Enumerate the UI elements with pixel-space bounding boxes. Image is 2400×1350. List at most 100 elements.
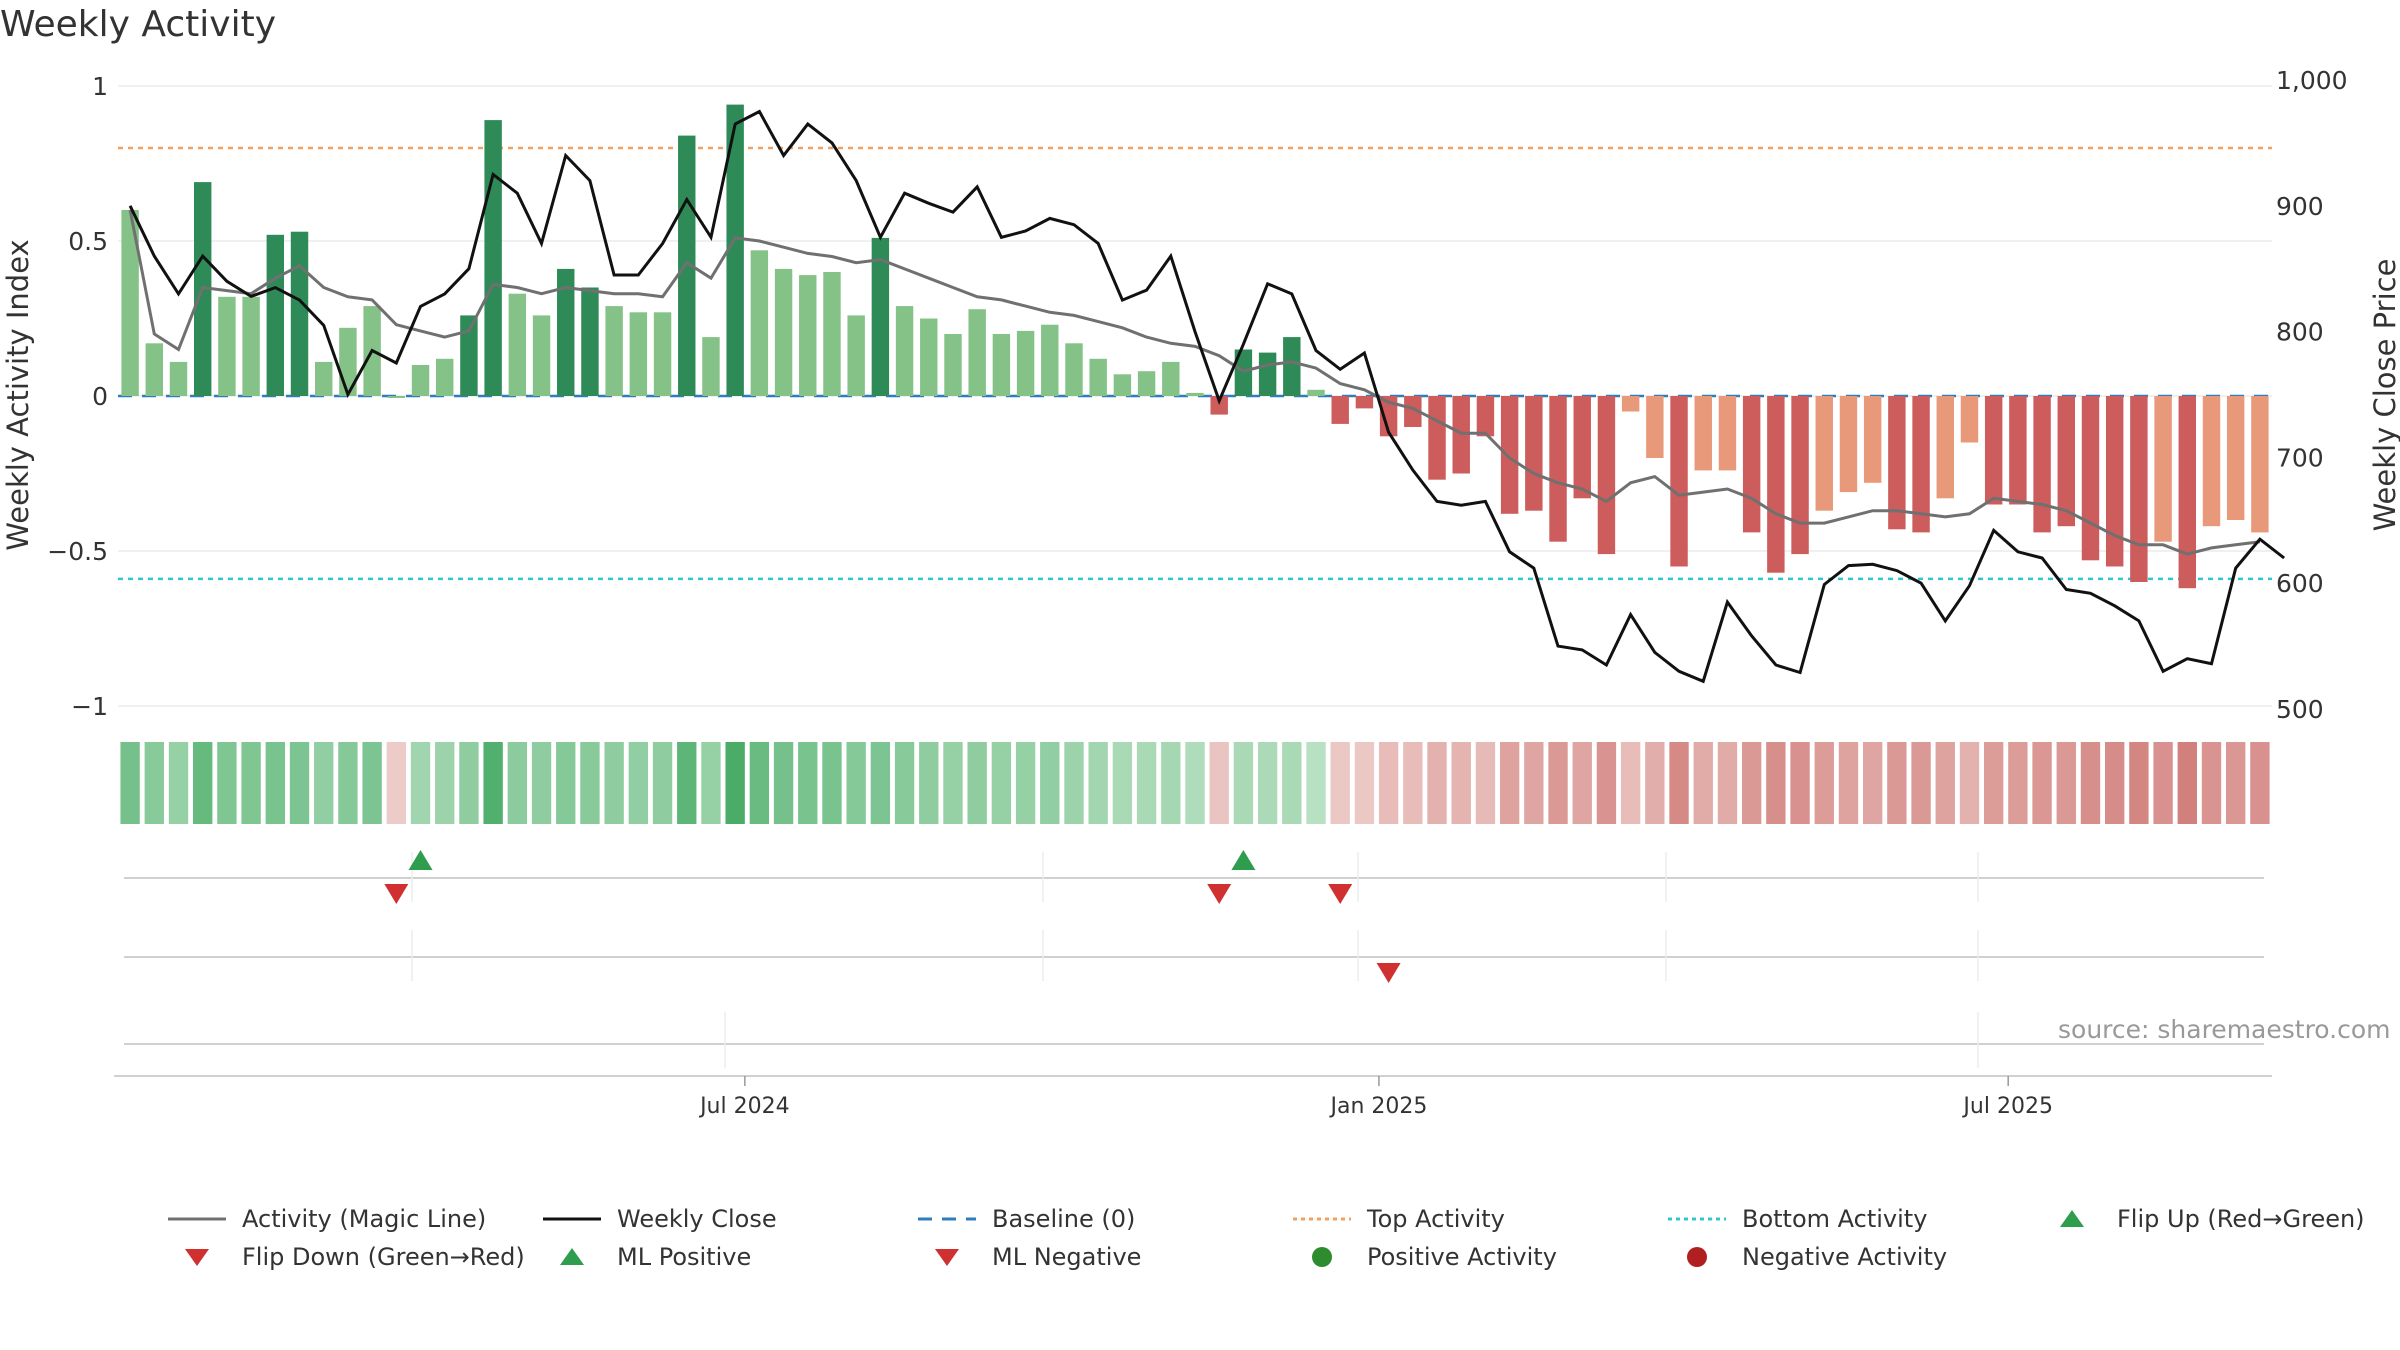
weekly-close-series <box>128 109 2286 684</box>
activity-bar <box>847 315 865 396</box>
activity-bar <box>605 306 623 396</box>
activity-tile <box>1596 742 1617 824</box>
activity-bar <box>1355 396 1374 409</box>
flip-up-marker <box>1231 850 1256 870</box>
activity-tile <box>338 742 358 824</box>
activity-bar <box>436 358 454 396</box>
activity-tile <box>798 742 818 824</box>
activity-tile <box>1838 742 1859 824</box>
y2-tick-label: 1,000 <box>2276 66 2348 95</box>
activity-bar <box>2033 396 2051 533</box>
activity-bar <box>2105 396 2124 567</box>
activity-tile <box>1911 742 1931 824</box>
activity-bar <box>2130 396 2148 582</box>
activity-tile <box>1862 742 1883 824</box>
activity-bar <box>2057 396 2075 527</box>
activity-bar <box>1500 396 1519 514</box>
legend-item: Baseline (0) <box>916 1205 1135 1233</box>
activity-bar <box>1621 396 1640 412</box>
activity-bar <box>1670 396 1688 567</box>
x-axis: Jul 2024 Jan 2025 Jul 2025 <box>114 1075 2272 1119</box>
activity-bar <box>218 296 236 396</box>
flip-up-marker <box>408 850 433 870</box>
activity-bar <box>1331 396 1349 424</box>
activity-tile <box>1185 742 1205 824</box>
activity-tile <box>846 742 866 824</box>
y-axis-label: Weekly Activity Index <box>1 239 35 550</box>
y2-tick-label: 500 <box>2276 695 2324 724</box>
y-tick-label: 0.5 <box>68 227 108 256</box>
activity-bar <box>2009 396 2027 505</box>
activity-bar <box>968 309 986 396</box>
activity-bar <box>242 296 260 396</box>
flip-down-marker <box>384 884 409 904</box>
activity-bar <box>1815 396 1833 511</box>
activity-tile <box>2129 742 2149 824</box>
ml-negative-marker <box>1376 963 1401 983</box>
activity-tile <box>1088 742 1108 824</box>
activity-tile <box>2032 742 2052 824</box>
y-tick-label: 1 <box>92 72 108 101</box>
activity-tile <box>749 742 770 824</box>
activity-bar <box>1379 396 1398 437</box>
legend-triangle-up-key <box>560 1248 584 1265</box>
x-tick-label: Jul 2025 <box>1961 1094 2053 1119</box>
legend-triangle-down-key <box>935 1249 959 1266</box>
activity-bar <box>2081 396 2100 561</box>
activity-bar <box>823 272 841 396</box>
legend-item: Flip Up (Red→Green) <box>2041 1205 2365 1233</box>
legend-item: Bottom Activity <box>1666 1205 1927 1233</box>
activity-bar <box>290 231 309 396</box>
y-tick-label: −1 <box>71 692 108 721</box>
legend-key-icon <box>918 1217 976 1221</box>
activity-tile <box>1572 742 1592 824</box>
legend-label: Negative Activity <box>1742 1243 1948 1271</box>
legend-key-icon <box>1687 1247 1707 1267</box>
activity-bar <box>1186 392 1204 396</box>
activity-tile <box>1935 742 1955 824</box>
activity-tile <box>580 742 600 824</box>
activity-tile <box>435 742 455 824</box>
activity-tile <box>1161 742 1181 824</box>
activity-tile <box>1645 742 1665 824</box>
activity-bar <box>1525 396 1543 511</box>
activity-bar <box>1113 374 1132 396</box>
activity-tile <box>1693 742 1713 824</box>
activity-tile <box>120 742 140 824</box>
activity-bar <box>532 315 551 396</box>
activity-bar <box>1452 396 1470 474</box>
legend-label: Weekly Close <box>617 1205 777 1233</box>
activity-bar <box>460 315 478 396</box>
activity-bar <box>702 337 720 396</box>
y2-tick-label: 800 <box>2276 318 2324 347</box>
activity-tile <box>773 742 794 824</box>
activity-bar <box>2251 396 2269 533</box>
activity-tile <box>967 742 987 824</box>
activity-tile <box>556 742 576 824</box>
activity-tile <box>144 742 164 824</box>
legend-item: ML Positive <box>541 1243 751 1271</box>
activity-tile <box>410 742 431 824</box>
activity-bar <box>121 210 139 396</box>
activity-bar <box>1960 396 1979 443</box>
right-axis-ticks: 1,000 900 800 700 600 500 <box>2276 66 2348 724</box>
activity-tile <box>1790 742 1810 824</box>
activity-tile <box>1766 742 1786 824</box>
activity-bar <box>411 365 430 396</box>
legend-item: Positive Activity <box>1291 1243 1557 1271</box>
activity-tile <box>1959 742 1980 824</box>
legend-item: ML Negative <box>916 1243 1141 1271</box>
activity-bar <box>750 250 769 396</box>
activity-tile <box>1306 742 1326 824</box>
activity-bar <box>1016 330 1035 396</box>
activity-tile <box>943 742 963 824</box>
activity-tile <box>1741 742 1762 824</box>
activity-bar <box>1476 396 1495 437</box>
activity-tile <box>628 742 649 824</box>
legend-label: ML Positive <box>617 1243 752 1271</box>
activity-tile <box>217 742 237 824</box>
y2-axis-label: Weekly Close Price <box>2368 259 2400 532</box>
activity-tile <box>1887 742 1907 824</box>
activity-tile <box>2250 742 2270 824</box>
activity-tile <box>1282 742 1302 824</box>
